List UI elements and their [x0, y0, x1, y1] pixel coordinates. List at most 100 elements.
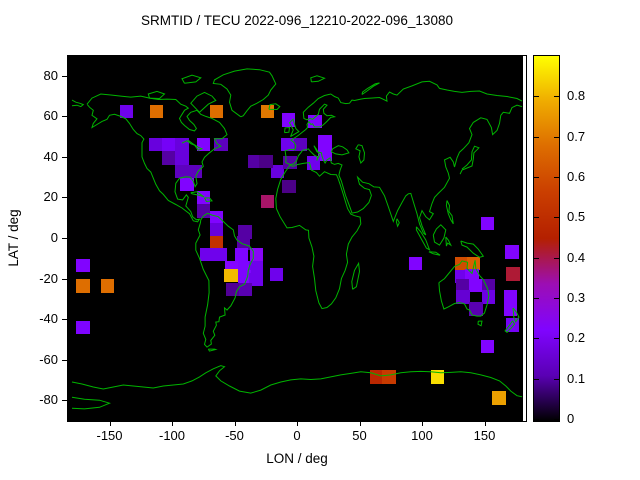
heatmap-cell	[234, 247, 248, 262]
coastline	[395, 218, 400, 228]
colorbar-tick-mark	[534, 177, 539, 179]
heatmap-cell	[200, 247, 214, 262]
colorbar-tick-label: 0	[567, 411, 575, 426]
heatmap-cell	[213, 247, 227, 262]
coastline	[71, 365, 523, 398]
coastline	[284, 80, 523, 166]
heatmap-cell	[318, 134, 332, 149]
heatmap-cell	[308, 114, 322, 129]
colorbar-tick-label: 0.1	[567, 370, 586, 386]
heatmap-cell	[260, 194, 275, 209]
y-tick-mark	[62, 238, 67, 239]
colorbar-tick-label: 0.4	[567, 249, 586, 265]
x-tick-mark	[484, 422, 486, 426]
colorbar-tick-label: 0.6	[567, 169, 586, 185]
heatmap-cell	[209, 104, 224, 119]
coastline	[512, 307, 520, 323]
coastline	[310, 75, 326, 83]
colorbar	[533, 55, 560, 422]
heatmap-cell	[214, 137, 228, 152]
heatmap-cell	[76, 320, 90, 335]
heatmap-cell	[503, 290, 518, 304]
heatmap-cell	[238, 225, 252, 239]
x-tick-label: -100	[158, 428, 186, 443]
coastline	[459, 145, 480, 175]
coastline	[190, 191, 205, 198]
colorbar-tick-mark	[534, 419, 539, 420]
colorbar-tick-mark	[554, 96, 559, 98]
coastline	[212, 68, 277, 118]
coastline	[504, 320, 516, 333]
heatmap-cell	[281, 137, 295, 152]
colorbar-tick-label: 0.3	[567, 290, 586, 305]
coastline	[181, 74, 202, 84]
y-tick-label: -60	[39, 351, 58, 367]
coastline	[330, 145, 350, 156]
x-tick-label: -150	[96, 428, 123, 443]
heatmap-cell	[119, 104, 134, 119]
y-tick-mark	[62, 400, 67, 402]
coastline	[460, 240, 485, 258]
y-tick-mark	[62, 156, 67, 158]
heatmap-cell	[270, 164, 285, 179]
y-tick-mark	[62, 319, 67, 321]
y-tick-label: 0	[50, 230, 58, 245]
heatmap-cell	[283, 155, 297, 170]
heatmap-cell	[455, 256, 469, 271]
heatmap-cell	[209, 222, 224, 237]
heatmap-cell	[149, 137, 163, 152]
coastline	[445, 236, 453, 247]
chart-title: SRMTID / TECU 2022-096_12210-2022-096_13…	[141, 13, 453, 28]
x-tick-mark	[109, 422, 111, 426]
coastline	[432, 224, 447, 246]
coastline-svg	[71, 68, 523, 410]
coastline	[428, 251, 441, 256]
heatmap-cell	[293, 137, 308, 152]
coastline	[86, 93, 228, 223]
coastline	[415, 226, 431, 251]
coastline	[181, 139, 204, 151]
y-tick-label: 80	[43, 67, 58, 83]
heatmap-cell	[76, 279, 90, 293]
heatmap-cell	[100, 279, 115, 293]
coastline	[288, 118, 300, 138]
heatmap-cell	[149, 104, 164, 119]
colorbar-tick-label: 0.8	[567, 88, 586, 104]
x-tick-mark	[234, 422, 236, 426]
x-tick-mark	[422, 422, 423, 426]
heatmap-cell	[180, 177, 194, 192]
colorbar-tick-mark	[554, 257, 559, 259]
x-tick-label: 100	[411, 428, 433, 443]
heatmap-cell	[505, 245, 519, 259]
heatmap-cell	[492, 391, 506, 405]
x-tick-label: 150	[473, 428, 496, 443]
colorbar-tick-mark	[534, 96, 539, 98]
heatmap-cell	[76, 258, 90, 273]
heatmap-cell	[480, 339, 495, 354]
y-tick-mark	[62, 278, 67, 280]
heatmap-cell	[480, 216, 495, 231]
colorbar-tick-mark	[554, 298, 559, 299]
plot-area	[68, 56, 523, 421]
coastline	[268, 103, 281, 111]
heatmap-cell	[259, 154, 273, 169]
coastline	[477, 320, 483, 327]
x-tick-label: -50	[225, 428, 244, 443]
heatmap-cell	[318, 147, 332, 162]
coastline	[71, 396, 111, 410]
heatmap-cell	[224, 268, 238, 283]
coastline	[290, 104, 523, 236]
colorbar-tick-mark	[554, 136, 559, 138]
heatmap-cell	[249, 261, 263, 275]
colorbar-tick-mark	[554, 338, 559, 340]
heatmap-cell	[249, 272, 263, 287]
y-tick-mark	[62, 359, 67, 361]
colorbar-tick-mark	[554, 378, 559, 380]
heatmap-cell	[162, 137, 176, 152]
colorbar-tick-mark	[554, 419, 559, 420]
heatmap-cell	[209, 211, 224, 225]
coastline	[361, 82, 380, 95]
y-tick-label: 40	[43, 148, 58, 164]
colorbar-tick-mark	[534, 338, 539, 340]
